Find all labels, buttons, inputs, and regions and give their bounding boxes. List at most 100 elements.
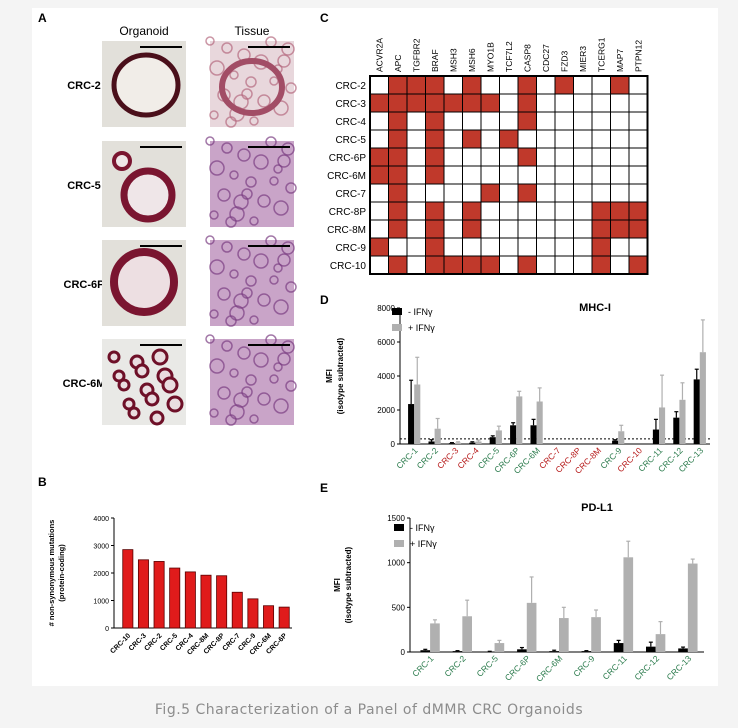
tissue-texture (253, 154, 269, 170)
bar (673, 417, 680, 444)
heatmap-cell (610, 237, 630, 257)
heatmap-cell (554, 93, 574, 113)
heatmap-cell (591, 255, 611, 275)
heatmap-cell (369, 147, 389, 167)
heatmap-cell (610, 255, 630, 275)
y-axis-label: MFI (325, 369, 334, 383)
heatmap-cell (443, 129, 463, 149)
heatmap-cell (554, 255, 574, 275)
heatmap-cell (462, 147, 482, 167)
tissue-texture (245, 275, 257, 287)
heatmap-cell (443, 219, 463, 239)
bar (652, 429, 659, 444)
tissue-bg (210, 339, 294, 425)
heatmap-cell (462, 219, 482, 239)
heatmap-cell (462, 111, 482, 131)
heatmap-sample-label: CRC-6P (329, 153, 367, 164)
tissue-texture (237, 346, 251, 360)
organoid-image (102, 141, 186, 227)
heatmap-cell (610, 93, 630, 113)
heatmap-cell (480, 255, 500, 275)
heatmap-cell (628, 111, 648, 131)
heatmap-cell (499, 219, 519, 239)
heatmap-cell (425, 75, 445, 95)
heatmap-cell (536, 111, 556, 131)
heatmap-cell (406, 183, 426, 203)
organoid-small (107, 350, 121, 364)
heatmap-cell (462, 165, 482, 185)
heatmap-cell (517, 237, 537, 257)
heatmap-cell (499, 165, 519, 185)
tissue-texture (273, 164, 283, 174)
heatmap-gene-label: MYO1B (485, 42, 495, 72)
heatmap-cell (443, 183, 463, 203)
x-tick-label: CRC-10 (109, 632, 132, 655)
panel-letter-c: C (320, 11, 329, 25)
organoid-small (144, 391, 160, 407)
heatmap-cell (610, 219, 630, 239)
legend-label: - IFNγ (408, 307, 433, 317)
heatmap-sample-label: CRC-10 (330, 261, 367, 272)
organoid-small (134, 363, 150, 379)
heatmap-cell (536, 183, 556, 203)
heatmap-cell (369, 129, 389, 149)
tissue-texture (229, 70, 239, 80)
tissue-crypt (219, 58, 285, 116)
tissue-texture (273, 362, 283, 372)
heatmap-cell (536, 75, 556, 95)
heatmap-cell (480, 111, 500, 131)
heatmap-cell (388, 183, 408, 203)
bar (526, 602, 537, 652)
heatmap-cell (480, 201, 500, 221)
heatmap-cell (499, 129, 519, 149)
bar (678, 648, 688, 652)
bar (184, 571, 196, 629)
panel-a-row-label: CRC-6P (64, 279, 105, 291)
heatmap-cell (369, 111, 389, 131)
y-tick-label: 4000 (377, 372, 395, 381)
heatmap-cell (388, 111, 408, 131)
bar (137, 559, 149, 629)
bar (420, 650, 431, 652)
heatmap-cell (554, 165, 574, 185)
heatmap-cell (536, 237, 556, 257)
y-tick-label: 2000 (377, 406, 395, 415)
heatmap-cell (628, 165, 648, 185)
legend-swatch (392, 324, 402, 331)
tissue-bg (210, 141, 294, 227)
bar (693, 379, 700, 444)
legend-label: + IFNγ (408, 323, 435, 333)
tissue-texture (233, 293, 249, 309)
bar (469, 442, 476, 444)
heatmap-cell (591, 201, 611, 221)
tissue-texture (249, 116, 259, 126)
legend-label: + IFNγ (410, 539, 437, 549)
chart-title: MHC-I (579, 302, 611, 314)
tissue-texture (273, 299, 289, 315)
bar (612, 440, 619, 444)
tissue-texture (269, 176, 279, 186)
organoid-small (149, 410, 165, 426)
bar (581, 651, 592, 652)
tissue-texture (225, 414, 237, 426)
tissue-texture (285, 82, 297, 94)
heatmap-cell (628, 75, 648, 95)
tissue-texture (277, 54, 291, 68)
heatmap-gene-label: TCF7L2 (504, 41, 514, 72)
bar (495, 430, 502, 444)
heatmap-cell (369, 165, 389, 185)
organoid-small (127, 406, 141, 420)
organoid-small (112, 151, 132, 171)
tissue-texture (209, 160, 225, 176)
panel-a-row-label: CRC-2 (67, 80, 101, 92)
heatmap-cell (573, 93, 593, 113)
tissue-texture (209, 110, 219, 120)
tissue-texture (205, 136, 215, 146)
x-tick-label: CRC-3 (435, 445, 461, 471)
tissue-texture (221, 340, 233, 352)
x-tick-label: CRC-13 (665, 653, 694, 682)
heatmap-cell (443, 93, 463, 113)
heatmap-sample-label: CRC-8M (327, 225, 366, 236)
tissue-texture (273, 200, 289, 216)
heatmap-cell (425, 255, 445, 275)
